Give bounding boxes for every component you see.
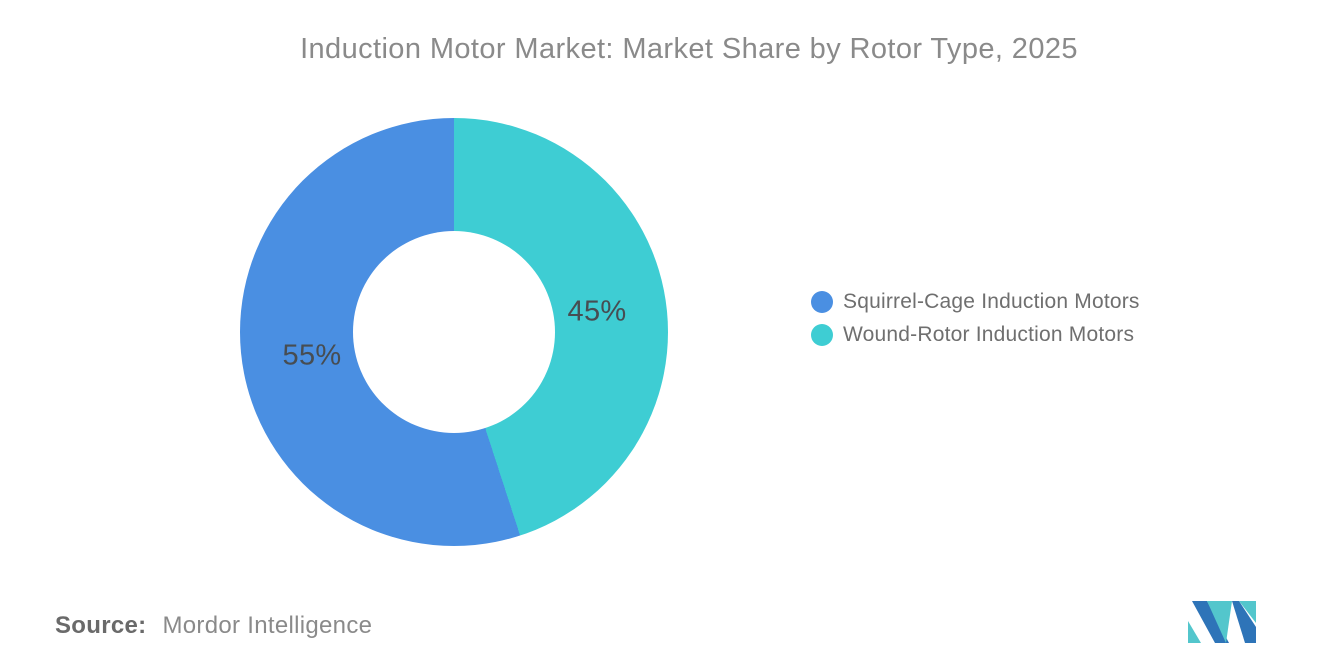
logo-teal-wedge: [1188, 621, 1201, 643]
legend-label-wound-rotor: Wound-Rotor Induction Motors: [843, 322, 1135, 346]
donut-chart: 55% 45%: [240, 118, 668, 546]
source-value: Mordor Intelligence: [162, 612, 373, 639]
legend-item-squirrel-cage: Squirrel-Cage Induction Motors: [811, 285, 1140, 318]
logo-teal-center-triangle: [1207, 601, 1232, 643]
logo-teal-corner-triangle: [1239, 601, 1256, 623]
donut-hole: [353, 231, 555, 433]
legend-marker-teal-circle-icon: [811, 323, 833, 346]
legend-item-wound-rotor: Wound-Rotor Induction Motors: [811, 318, 1140, 351]
logo-blue-right-stroke: [1232, 601, 1256, 643]
chart-title: Induction Motor Market: Market Share by …: [300, 33, 1078, 65]
slice-label-wound-rotor: 45%: [567, 295, 627, 328]
legend-label-squirrel-cage: Squirrel-Cage Induction Motors: [843, 289, 1140, 313]
mordor-intelligence-logo-icon: [1188, 601, 1256, 643]
slice-label-squirrel-cage: 55%: [282, 339, 342, 372]
logo-blue-diagonal: [1192, 601, 1229, 643]
legend: Squirrel-Cage Induction Motors Wound-Rot…: [811, 285, 1140, 351]
source-attribution: Source: Mordor Intelligence: [55, 612, 372, 640]
source-label: Source:: [55, 612, 147, 639]
legend-marker-blue-circle-icon: [811, 290, 833, 313]
